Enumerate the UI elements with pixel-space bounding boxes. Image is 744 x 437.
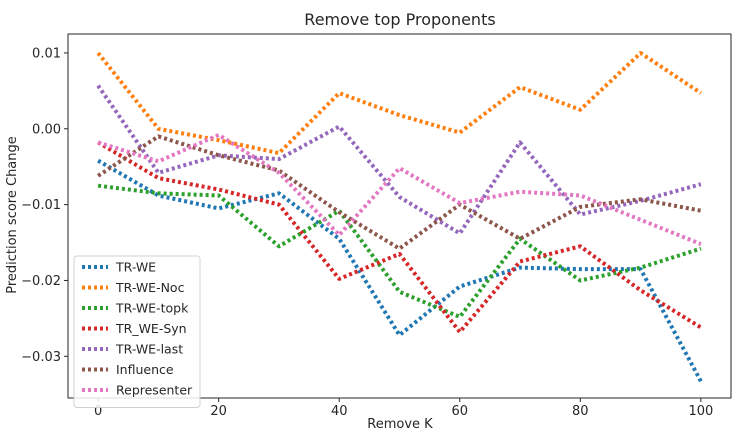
y-tick-label: 0.00 xyxy=(32,122,61,137)
legend-entry-label: TR-WE-Noc xyxy=(115,280,185,295)
legend: TR-WE TR-WE-Noc TR-WE-topk TR_WE-Syn TR-WE-l… xyxy=(73,255,201,408)
legend-entry-label: TR-WE-last xyxy=(115,342,183,357)
x-tick-label: 40 xyxy=(331,404,348,419)
plot-frame xyxy=(67,33,732,399)
x-tick-label: 80 xyxy=(572,404,589,419)
series-line-tr-we-last xyxy=(96,84,702,236)
legend-entry-label: TR_WE-Syn xyxy=(115,321,187,336)
legend-entry-label: Influence xyxy=(116,362,174,377)
plot-lines xyxy=(96,51,703,383)
x-tick-label: 60 xyxy=(451,404,468,419)
series-line-influence xyxy=(97,134,702,251)
x-axis-label: Remove K xyxy=(367,417,433,432)
series-line-representer xyxy=(97,132,702,246)
y-axis: −0.03 −0.02 −0.01 0.00 0.01 xyxy=(21,46,68,365)
y-tick-label: −0.01 xyxy=(21,198,61,213)
series-line-tr-we xyxy=(97,158,703,383)
legend-entry-label: TR-WE xyxy=(115,260,156,275)
y-tick-label: −0.02 xyxy=(21,274,61,289)
x-tick-label: 100 xyxy=(688,404,713,419)
y-tick-label: 0.01 xyxy=(32,46,61,61)
chart-title: Remove top Proponents xyxy=(304,10,495,29)
y-tick-label: −0.03 xyxy=(21,350,61,365)
legend-entry-label: TR-WE-topk xyxy=(115,301,189,316)
x-tick-label: 20 xyxy=(210,404,227,419)
x-axis: 0 20 40 60 80 100 xyxy=(94,398,713,419)
x-tick-label: 0 xyxy=(94,404,102,419)
y-axis-label: Prediction score Change xyxy=(5,136,20,294)
series-line-tr-we-noc xyxy=(96,51,703,156)
legend-entry-label: Representer xyxy=(116,383,193,398)
series-line-tr-we-syn xyxy=(97,140,702,334)
legend-box xyxy=(73,255,201,408)
